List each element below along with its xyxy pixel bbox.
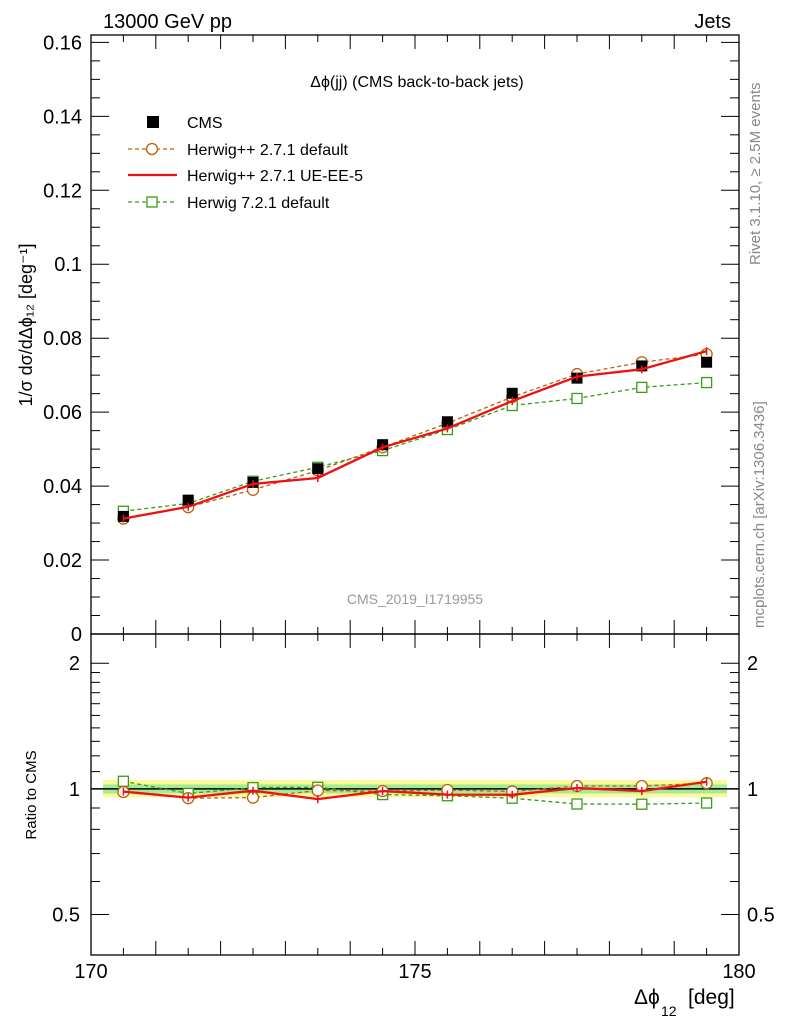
herwigpp-default-line: [123, 353, 707, 520]
ratio-y-tick-label: 2: [69, 653, 80, 675]
herwig7-marker: [700, 376, 713, 389]
ratio-y-tick-label: 0.5: [747, 905, 775, 927]
y-tick-label: 0.02: [43, 550, 82, 572]
ratio-data-layer: [91, 775, 739, 810]
main-data-layer: [117, 347, 713, 525]
legend-label: CMS: [187, 115, 223, 132]
y-tick-label: 0.04: [43, 476, 82, 498]
y-tick-label: 0.16: [43, 32, 82, 54]
analysis-id: CMS_2019_I1719955: [347, 591, 483, 607]
cms-data-point: [312, 463, 324, 475]
legend-label: Herwig++ 2.7.1 UE-EE-5: [187, 168, 363, 185]
ratio-y-tick-label: 0.5: [52, 905, 80, 927]
herwigpp-ue-line: [123, 350, 707, 520]
x-axis-title-unit: [deg]: [688, 986, 735, 1009]
ratio-y-tick-label: 1: [747, 779, 758, 801]
herwig7-marker: [636, 381, 648, 394]
legend-cms-marker: [147, 116, 159, 128]
herwig7-marker: [571, 392, 583, 405]
x-axis-title-main: Δϕ: [634, 986, 660, 1009]
x-tick-label: 175: [398, 961, 431, 983]
legend: CMS Herwig++ 2.7.1 default Herwig++ 2.7.1 …: [128, 115, 363, 212]
y-tick-label: 0.06: [43, 402, 82, 424]
legend-label: Herwig 7.2.1 default: [187, 195, 330, 212]
x-axis-title-sub: 12: [661, 1003, 677, 1019]
header-right: Jets: [694, 11, 731, 33]
rivet-label: Rivet 3.1.10, ≥ 2.5M events: [747, 83, 764, 266]
header-left: 13000 GeV pp: [103, 11, 232, 33]
ratio-herwigpp-ue-line: [123, 780, 707, 801]
cms-data-point: [506, 387, 518, 399]
ratio-axis-ticks: 0.5 0.5 1 1 2 2: [52, 634, 775, 955]
y-tick-label: 0.1: [54, 254, 82, 276]
ratio-y-tick-label: 1: [69, 779, 80, 801]
y-axis-title: 1/σ dσ/dΔϕ₁₂ [deg⁻¹]: [16, 244, 36, 407]
ratio-herwig7-marker: [571, 798, 583, 810]
cms-data-point: [441, 416, 453, 428]
ratio-y-axis-title: Ratio to CMS: [23, 750, 40, 839]
x-tick-label: 170: [74, 961, 107, 983]
x-tick-label: 180: [722, 961, 755, 983]
ratio-herwigpp-default-line: [123, 782, 707, 799]
y-tick-label: 0: [71, 624, 82, 646]
ratio-herwig7-marker: [700, 797, 713, 809]
ratio-herwig7-marker: [636, 798, 648, 810]
y-tick-label: 0.12: [43, 180, 82, 202]
ratio-herwig7-marker: [117, 775, 130, 787]
ratio-herwigpp-default-marker: [311, 784, 324, 797]
x-tick-labels: 170 175 180: [74, 961, 755, 983]
y-tick-label: 0.08: [43, 328, 82, 350]
legend-label: Herwig++ 2.7.1 default: [187, 142, 349, 159]
main-axis-ticks: 0 0.02 0.04 0.06 0.08 0.1 0.12 0.14 0.16: [43, 32, 740, 646]
plot-title: Δϕ(jj) (CMS back-to-back jets): [310, 74, 523, 91]
x-axis-title: Δϕ 12 [deg]: [634, 986, 735, 1019]
ratio-herwig7-line: [123, 780, 707, 805]
mcplots-label: mcplots.cern.ch [arXiv:1306.3436]: [751, 401, 768, 628]
y-axis-title-text: 1/σ dσ/dΔϕ₁₂ [deg⁻¹]: [16, 244, 36, 407]
ratio-y-tick-label: 2: [747, 653, 758, 675]
cms-data-point: [701, 356, 713, 368]
y-tick-label: 0.14: [43, 106, 82, 128]
legend-herwig7-marker: [146, 196, 158, 208]
legend-herwigpp-default-marker: [145, 142, 159, 156]
cms-data-point: [182, 494, 194, 506]
herwig7-line: [123, 381, 707, 512]
